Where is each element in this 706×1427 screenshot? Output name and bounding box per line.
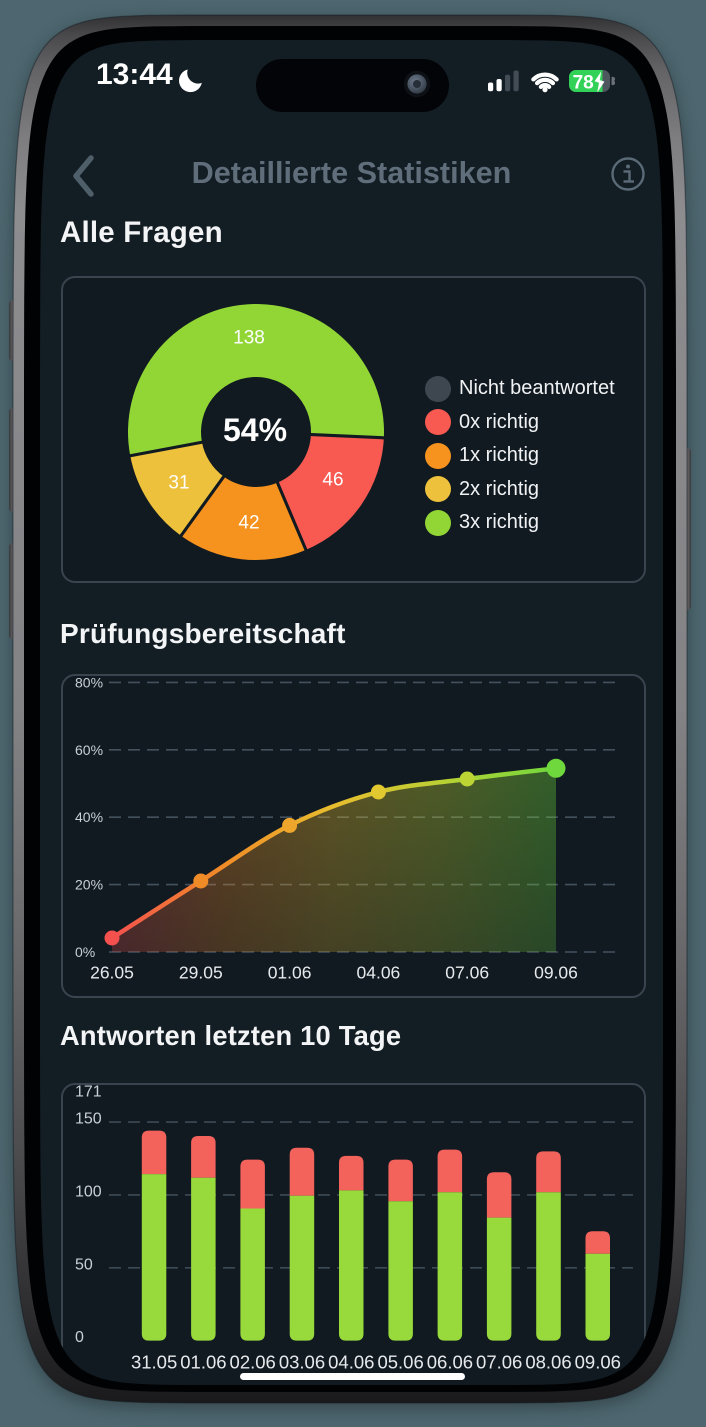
svg-text:46: 46 (322, 470, 343, 491)
svg-text:150: 150 (75, 1110, 102, 1127)
svg-text:26.05: 26.05 (90, 963, 134, 983)
svg-text:78: 78 (573, 73, 594, 94)
svg-text:60%: 60% (75, 742, 103, 758)
svg-text:0%: 0% (75, 944, 95, 960)
svg-text:05.06: 05.06 (377, 1351, 423, 1372)
svg-text:42: 42 (238, 512, 259, 533)
svg-text:20%: 20% (75, 877, 103, 893)
svg-text:01.06: 01.06 (180, 1351, 226, 1372)
svg-text:08.06: 08.06 (525, 1351, 571, 1372)
svg-text:04.06: 04.06 (357, 963, 401, 983)
svg-text:31.05: 31.05 (131, 1351, 177, 1372)
svg-text:07.06: 07.06 (476, 1351, 522, 1372)
svg-text:02.06: 02.06 (230, 1351, 276, 1372)
svg-text:09.06: 09.06 (534, 963, 578, 983)
svg-text:0: 0 (75, 1329, 84, 1346)
svg-text:54%: 54% (223, 412, 287, 448)
svg-text:40%: 40% (75, 809, 103, 825)
svg-text:138: 138 (233, 328, 265, 349)
svg-text:100: 100 (75, 1184, 102, 1201)
svg-text:50: 50 (75, 1256, 93, 1273)
svg-text:01.06: 01.06 (268, 963, 312, 983)
svg-text:04.06: 04.06 (328, 1351, 374, 1372)
svg-text:06.06: 06.06 (427, 1351, 473, 1372)
svg-text:80%: 80% (75, 674, 103, 690)
svg-text:171: 171 (75, 1083, 102, 1100)
svg-text:07.06: 07.06 (445, 963, 489, 983)
svg-text:29.05: 29.05 (179, 963, 223, 983)
svg-text:03.06: 03.06 (279, 1351, 325, 1372)
svg-text:09.06: 09.06 (575, 1351, 621, 1372)
svg-text:31: 31 (168, 473, 189, 494)
